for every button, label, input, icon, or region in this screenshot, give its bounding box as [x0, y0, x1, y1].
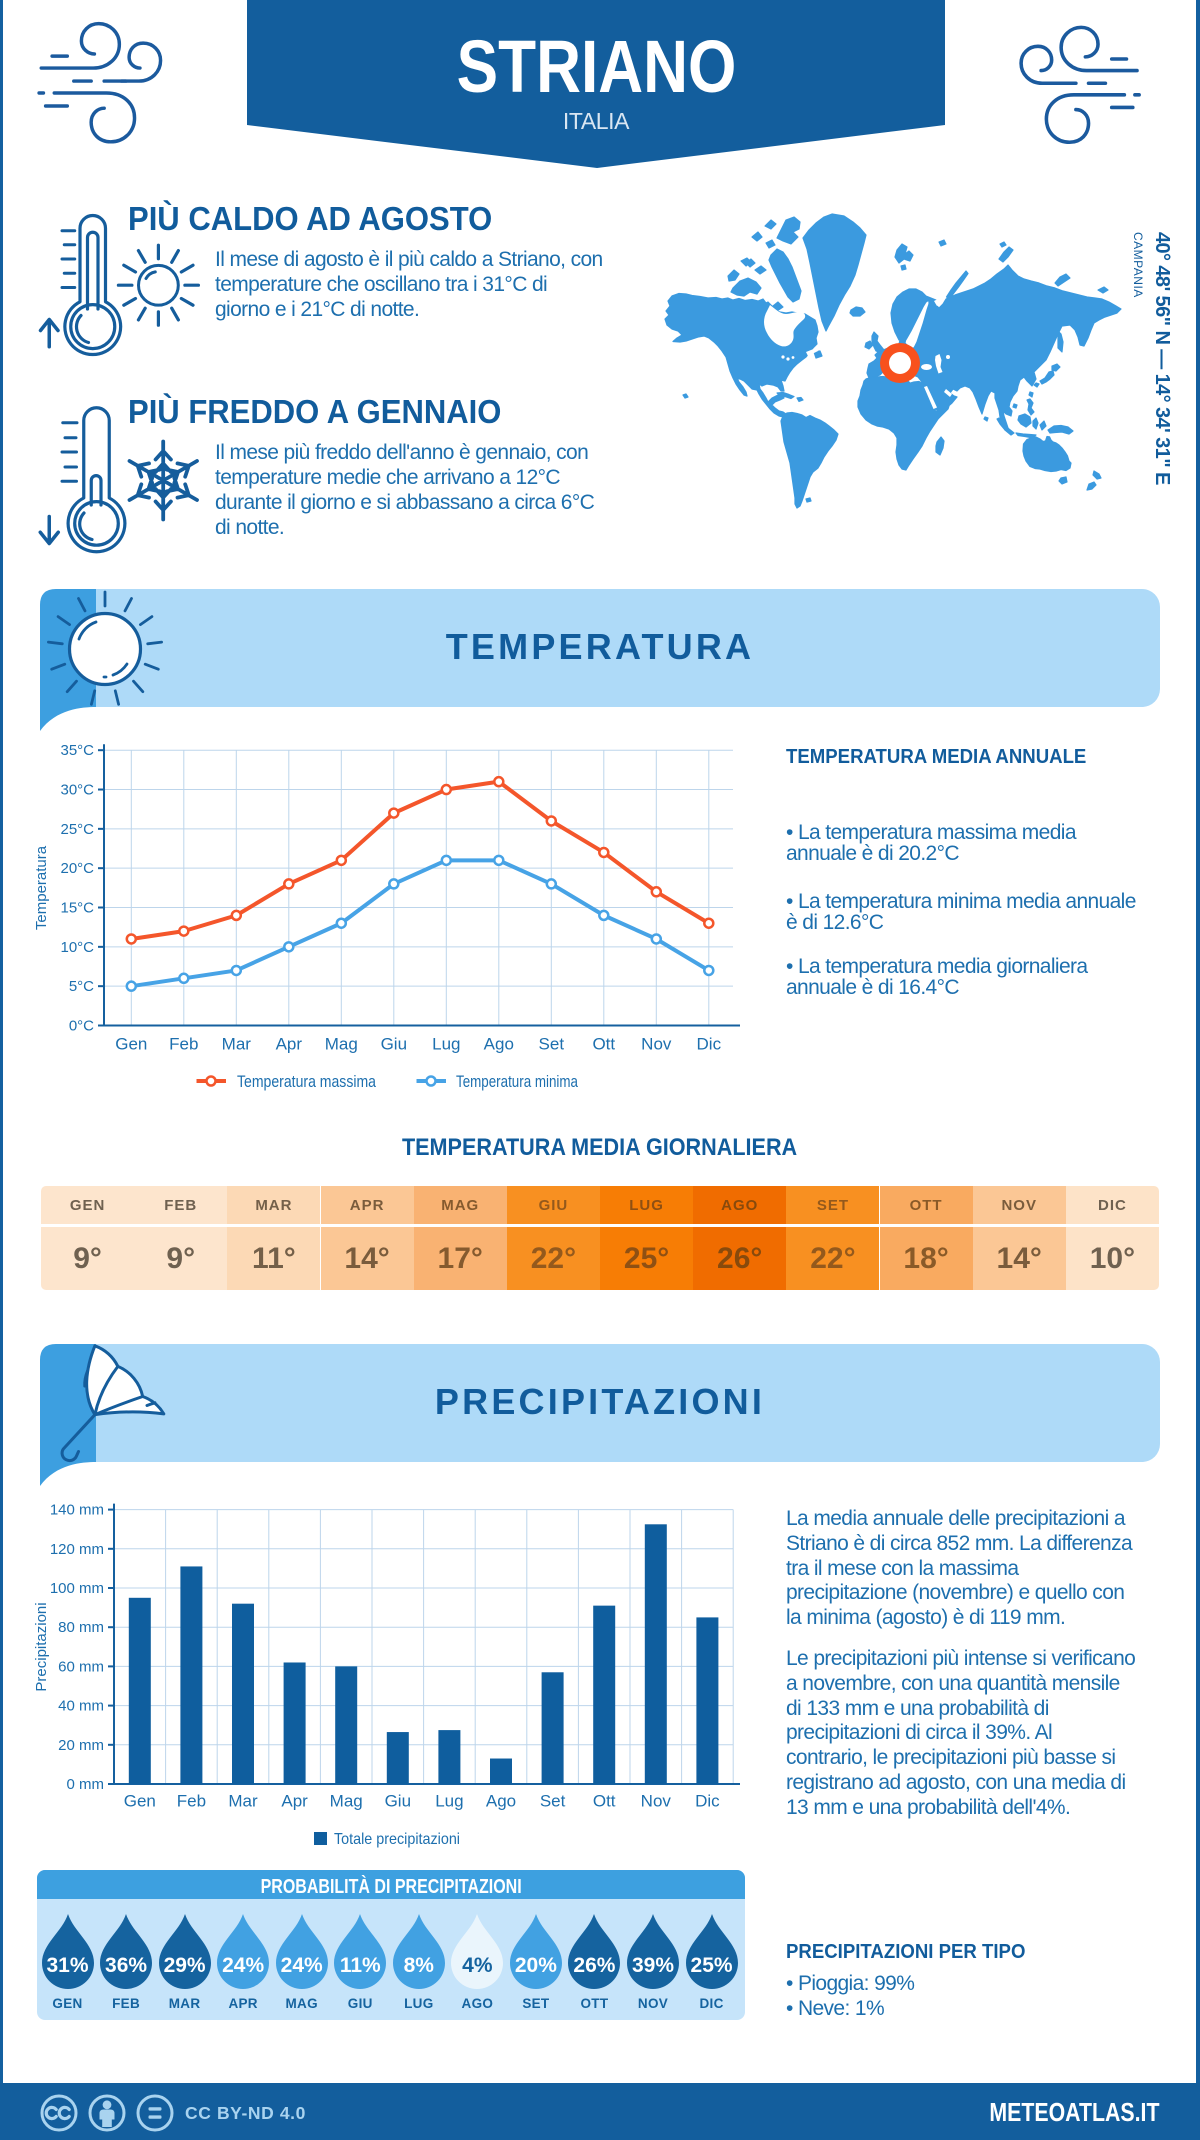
svg-text:Apr: Apr: [276, 1035, 303, 1054]
svg-text:80 mm: 80 mm: [58, 1619, 104, 1636]
svg-text:Apr: Apr: [281, 1792, 308, 1811]
svg-text:Giu: Giu: [385, 1792, 411, 1811]
svg-text:15°C: 15°C: [60, 900, 94, 917]
svg-text:Ott: Ott: [593, 1792, 616, 1811]
svg-text:Mag: Mag: [330, 1792, 363, 1811]
svg-text:Feb: Feb: [169, 1035, 198, 1054]
svg-text:Nov: Nov: [641, 1035, 672, 1054]
svg-text:Gen: Gen: [124, 1792, 156, 1811]
svg-text:Giu: Giu: [381, 1035, 407, 1054]
svg-text:0°C: 0°C: [69, 1018, 94, 1035]
svg-text:100 mm: 100 mm: [50, 1580, 104, 1597]
svg-text:Nov: Nov: [641, 1792, 672, 1811]
svg-text:25°C: 25°C: [60, 821, 94, 838]
svg-text:Temperatura massima: Temperatura massima: [237, 1072, 376, 1091]
svg-text:5°C: 5°C: [69, 978, 94, 995]
svg-text:Mag: Mag: [325, 1035, 358, 1054]
svg-text:20 mm: 20 mm: [58, 1737, 104, 1754]
svg-text:Gen: Gen: [115, 1035, 147, 1054]
svg-text:120 mm: 120 mm: [50, 1541, 104, 1558]
svg-text:Ago: Ago: [484, 1035, 514, 1054]
svg-text:Ago: Ago: [486, 1792, 516, 1811]
svg-text:Ott: Ott: [592, 1035, 615, 1054]
svg-text:Mar: Mar: [222, 1035, 252, 1054]
svg-text:40 mm: 40 mm: [58, 1698, 104, 1715]
svg-text:Temperatura: Temperatura: [33, 845, 50, 930]
svg-text:Set: Set: [540, 1792, 566, 1811]
svg-text:Lug: Lug: [432, 1035, 460, 1054]
svg-text:Mar: Mar: [228, 1792, 258, 1811]
svg-text:Dic: Dic: [695, 1792, 720, 1811]
svg-text:30°C: 30°C: [60, 782, 94, 799]
svg-text:Totale precipitazioni: Totale precipitazioni: [334, 1831, 460, 1848]
svg-text:Dic: Dic: [697, 1035, 722, 1054]
svg-text:60 mm: 60 mm: [58, 1658, 104, 1675]
svg-text:Feb: Feb: [177, 1792, 206, 1811]
svg-text:10°C: 10°C: [60, 939, 94, 956]
svg-text:35°C: 35°C: [60, 742, 94, 759]
svg-text:0 mm: 0 mm: [67, 1776, 105, 1793]
svg-text:20°C: 20°C: [60, 860, 94, 877]
svg-text:Set: Set: [539, 1035, 565, 1054]
svg-text:Precipitazioni: Precipitazioni: [33, 1602, 50, 1691]
svg-text:Lug: Lug: [435, 1792, 463, 1811]
svg-text:Temperatura minima: Temperatura minima: [456, 1072, 578, 1091]
svg-text:140 mm: 140 mm: [50, 1502, 104, 1519]
